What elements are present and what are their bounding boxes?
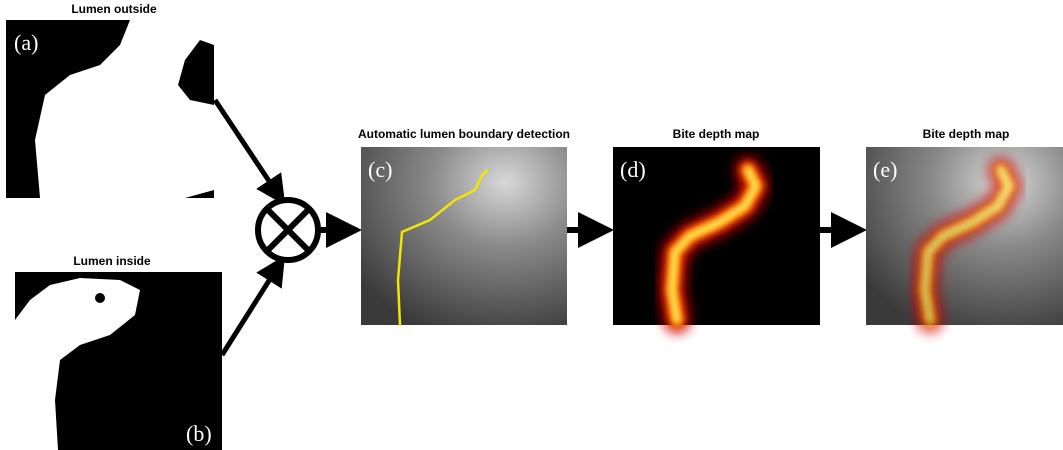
panel-label: (b) [186, 421, 212, 446]
panel-label: (c) [368, 157, 392, 182]
panel-label: (d) [620, 157, 646, 182]
panel-title: Bite depth map [923, 127, 1010, 141]
panel-title: Lumen outside [71, 2, 157, 16]
figure: Lumen outside (a) Lumen inside (b) Autom… [0, 0, 1063, 450]
panel-title: Bite depth map [673, 127, 760, 141]
arrow [222, 268, 277, 355]
panel-label: (a) [14, 30, 38, 55]
arrow [215, 100, 277, 193]
panel-label: (e) [873, 157, 897, 182]
panel-title: Automatic lumen boundary detection [358, 127, 570, 141]
hole [95, 293, 105, 303]
panel-title: Lumen inside [73, 254, 151, 268]
